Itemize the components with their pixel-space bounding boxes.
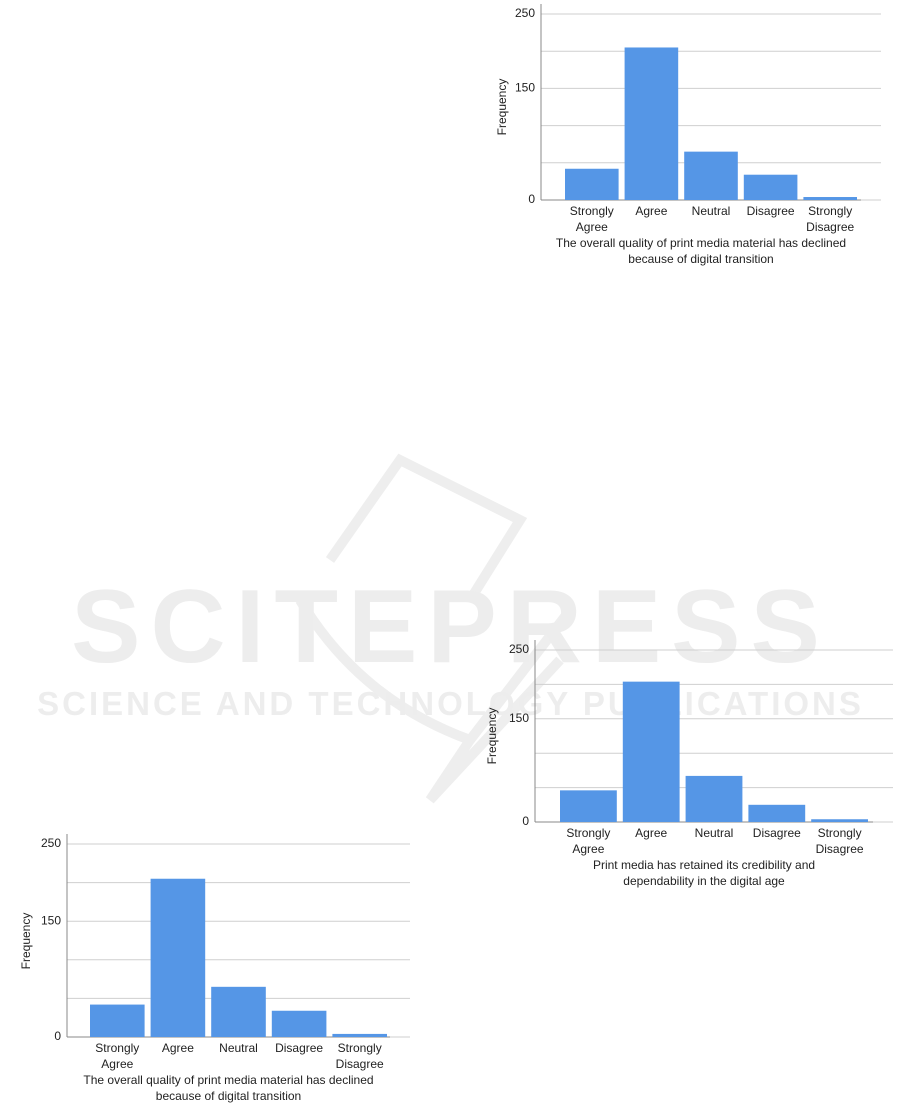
x-tick-label: Strongly Disagree <box>335 1041 384 1071</box>
bar <box>211 986 266 1037</box>
bar <box>803 197 857 200</box>
y-tick-label: 150 <box>41 913 61 927</box>
watermark-book <box>295 453 574 804</box>
watermark-subtitle: SCIENCE AND TECHNOLOGY PUBLICATIONS <box>37 685 864 722</box>
bar <box>743 174 798 200</box>
y-tick-label: 0 <box>528 192 535 206</box>
bar <box>271 1010 327 1037</box>
bar <box>565 168 619 200</box>
x-tick-label: Agree <box>161 1041 194 1055</box>
bar <box>150 878 206 1037</box>
watermark-title: SCITEPRESS <box>71 569 830 685</box>
bar <box>811 819 868 822</box>
bar <box>624 47 679 201</box>
bar <box>748 804 806 822</box>
y-axis-title: Frequency <box>19 912 33 969</box>
x-tick-label: Agree <box>635 204 668 218</box>
y-tick-label: 250 <box>41 836 61 850</box>
y-tick-label: 150 <box>509 711 529 725</box>
y-tick-label: 250 <box>509 642 529 656</box>
x-axis-title: The overall quality of print media mater… <box>555 236 847 266</box>
x-tick-label: Agree <box>635 826 668 840</box>
y-axis-title: Frequency <box>495 78 509 136</box>
x-tick-label: Disagree <box>752 826 801 840</box>
x-axis-title: The overall quality of print media mater… <box>83 1073 374 1103</box>
y-tick-label: 250 <box>515 6 535 20</box>
y-tick-label: 0 <box>54 1029 61 1043</box>
x-axis-title: Print media has retained its credibility… <box>592 858 816 888</box>
x-tick-label: Strongly Agree <box>566 826 611 856</box>
bar <box>332 1033 387 1037</box>
bar <box>560 790 617 822</box>
x-tick-label: Neutral <box>694 826 734 840</box>
x-tick-label: Neutral <box>219 1041 258 1055</box>
bar <box>622 681 680 822</box>
x-tick-label: Strongly Agree <box>569 204 614 234</box>
x-tick-label: Strongly Disagree <box>815 826 864 856</box>
x-tick-label: Strongly Agree <box>95 1041 140 1071</box>
bar <box>684 151 738 200</box>
x-tick-label: Disagree <box>746 204 795 218</box>
bar <box>685 775 743 822</box>
bar <box>90 1004 145 1037</box>
y-tick-label: 150 <box>515 81 535 95</box>
y-tick-label: 0 <box>522 814 529 828</box>
x-tick-label: Disagree <box>275 1041 324 1055</box>
x-tick-label: Strongly Disagree <box>806 204 855 234</box>
x-tick-label: Neutral <box>691 204 731 218</box>
y-axis-title: Frequency <box>485 707 499 765</box>
